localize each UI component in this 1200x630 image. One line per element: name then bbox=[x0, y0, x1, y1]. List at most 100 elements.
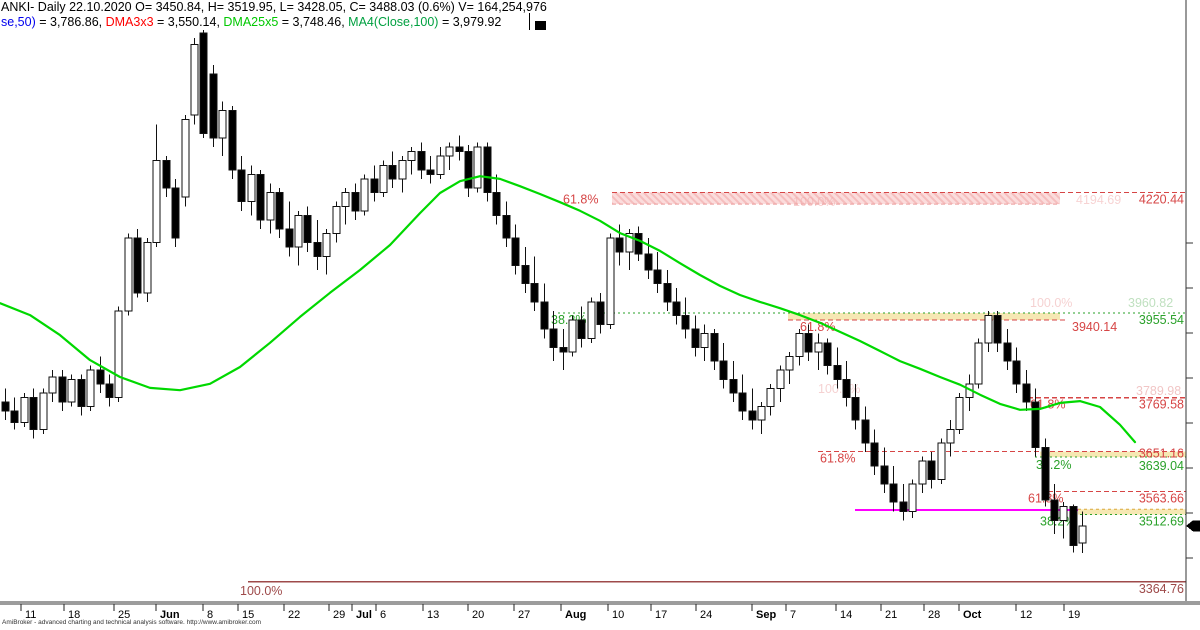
candle bbox=[407, 147, 416, 175]
x-axis-label: 7 bbox=[790, 609, 796, 621]
chart-title-ohlc: ANKI- Daily 22.10.2020 O= 3450.84, H= 35… bbox=[1, 0, 547, 14]
candle bbox=[86, 365, 95, 412]
candle-body bbox=[776, 369, 785, 389]
price-level-label: 3639.04 bbox=[1139, 459, 1184, 473]
candle bbox=[700, 324, 709, 362]
fib-zone-band bbox=[612, 192, 1060, 205]
candle-body bbox=[1069, 506, 1078, 546]
x-axis-label: 28 bbox=[928, 609, 940, 621]
fib-percent-label: 38.2% bbox=[1036, 458, 1071, 472]
candle bbox=[1059, 502, 1068, 539]
candle-body bbox=[152, 160, 161, 244]
candle-body bbox=[143, 242, 152, 294]
candle-body bbox=[700, 333, 709, 348]
candle-body bbox=[823, 342, 832, 367]
candle-body bbox=[341, 192, 350, 207]
candle-body bbox=[228, 110, 237, 171]
candle-body bbox=[199, 32, 208, 134]
price-level-label: 3563.66 bbox=[1139, 491, 1184, 505]
ghost-label: 3789.98 bbox=[1136, 384, 1181, 398]
candle-body bbox=[124, 237, 133, 312]
candle bbox=[870, 429, 879, 475]
candle-body bbox=[256, 173, 265, 221]
candle bbox=[663, 269, 672, 311]
candle bbox=[228, 106, 237, 179]
candle-body bbox=[332, 205, 341, 235]
candle bbox=[681, 297, 690, 339]
candle-body bbox=[407, 151, 416, 162]
candle bbox=[379, 160, 388, 198]
x-axis-label: 14 bbox=[840, 609, 852, 621]
current-price-pointer bbox=[1186, 520, 1200, 532]
candle bbox=[1, 388, 10, 421]
candle-body bbox=[748, 410, 757, 421]
x-axis-label: 25 bbox=[118, 609, 130, 621]
x-axis-label: 24 bbox=[700, 609, 712, 621]
candle bbox=[20, 392, 29, 428]
candle bbox=[436, 147, 445, 179]
candle-body bbox=[351, 192, 360, 212]
candle-body bbox=[511, 237, 520, 266]
candle-body bbox=[568, 319, 577, 353]
candle-body bbox=[1022, 383, 1031, 403]
candle-body bbox=[729, 378, 738, 394]
x-axis-label: 11 bbox=[25, 609, 36, 621]
ghost-label: 4194.69 bbox=[1076, 193, 1121, 207]
candle bbox=[237, 156, 246, 211]
candle-body bbox=[294, 214, 303, 248]
candle bbox=[851, 383, 860, 430]
candle-body bbox=[766, 387, 775, 408]
candle-body bbox=[48, 376, 57, 394]
candle-body bbox=[285, 228, 294, 248]
candle bbox=[785, 351, 794, 384]
candle-body bbox=[663, 283, 672, 303]
indicator-ma100-value: = 3,979.92 bbox=[438, 15, 502, 29]
faded-labels-layer: 61.8%38.2%61.8%61.8%61.8%38.2%61.8%38.2%… bbox=[240, 192, 1181, 598]
candle bbox=[190, 37, 199, 125]
candle bbox=[710, 329, 719, 371]
candle bbox=[615, 224, 624, 266]
candle-body bbox=[795, 333, 804, 357]
candle bbox=[464, 144, 473, 198]
candle-body bbox=[86, 369, 95, 408]
candle bbox=[634, 226, 643, 261]
x-axis-bar bbox=[0, 601, 1200, 605]
x-axis-label: Oct bbox=[963, 609, 982, 621]
candle bbox=[766, 383, 775, 416]
candle-body bbox=[587, 301, 596, 339]
candle-body bbox=[861, 419, 870, 444]
candle-body bbox=[530, 283, 539, 303]
candle-body bbox=[870, 442, 879, 467]
candle-body bbox=[455, 146, 464, 153]
candle bbox=[77, 374, 86, 416]
candle bbox=[162, 156, 171, 198]
candle bbox=[955, 392, 964, 434]
candle bbox=[39, 388, 48, 434]
fib-bands-layer bbox=[612, 192, 1186, 515]
x-axis-label: 20 bbox=[472, 609, 484, 621]
x-axis-label: 22 bbox=[288, 609, 300, 621]
price-level-label: 3940.14 bbox=[1072, 320, 1117, 334]
candle bbox=[823, 338, 832, 375]
candle bbox=[124, 233, 133, 316]
candle bbox=[1022, 370, 1031, 412]
candle bbox=[473, 142, 482, 193]
candle bbox=[729, 361, 738, 403]
candle bbox=[48, 370, 57, 403]
candle bbox=[10, 397, 19, 430]
candle bbox=[332, 201, 341, 243]
candle-body bbox=[710, 333, 719, 362]
candle-body bbox=[436, 155, 445, 175]
candle bbox=[199, 30, 208, 138]
chart-indicator-values: se,50) = 3,786.86, DMA3x3 = 3,550.14, DM… bbox=[1, 15, 501, 29]
x-axis-label: 17 bbox=[655, 609, 667, 621]
candle bbox=[1012, 347, 1021, 393]
candle bbox=[492, 174, 501, 225]
candle-body bbox=[1031, 401, 1040, 449]
candle-body bbox=[171, 187, 180, 239]
candle-body bbox=[785, 355, 794, 371]
candle-body bbox=[681, 315, 690, 330]
